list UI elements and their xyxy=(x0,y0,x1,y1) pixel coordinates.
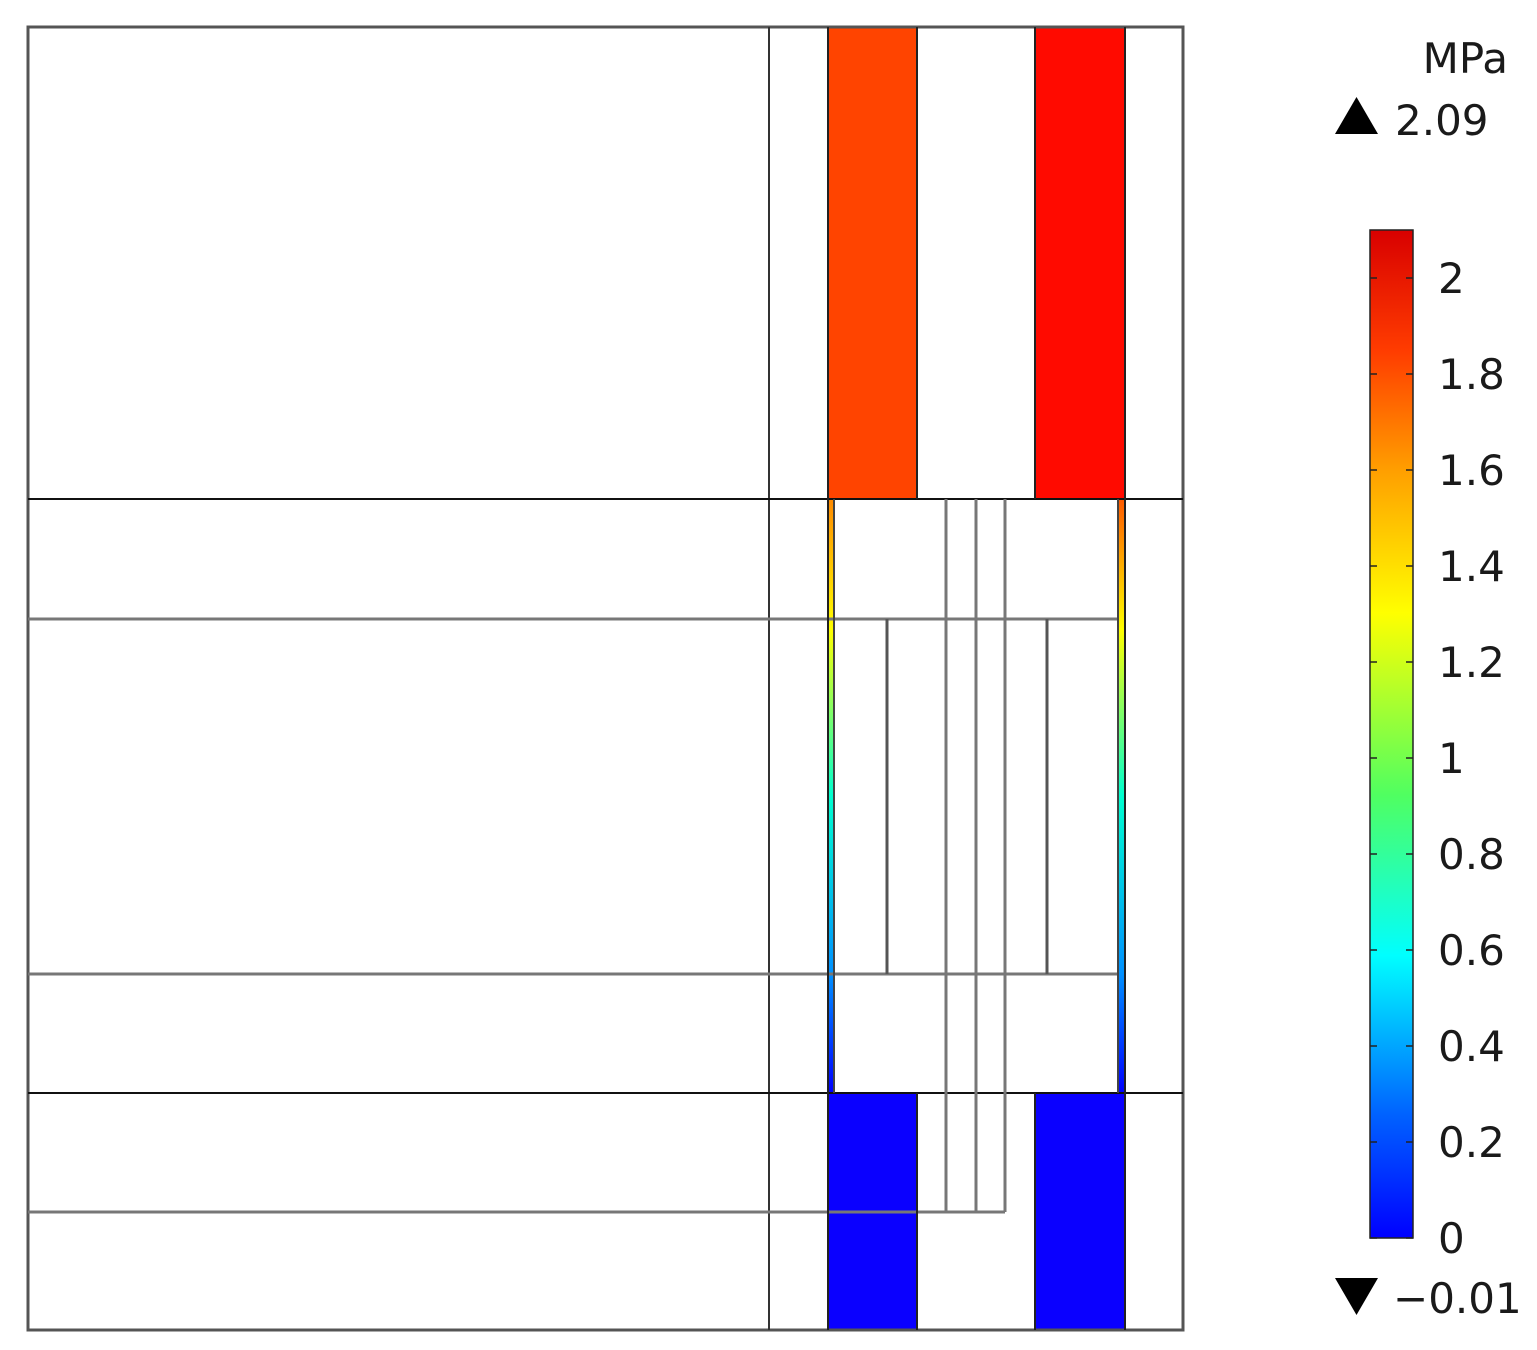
colorbar-tick-label: 0.6 xyxy=(1438,926,1505,975)
legend-max-label: 2.09 xyxy=(1395,96,1489,145)
colorbar-tick-label: 0.8 xyxy=(1438,830,1505,879)
legend-unit: MPa xyxy=(1423,34,1508,83)
colorbar-tick-label: 2 xyxy=(1438,254,1465,303)
color-legend: MPa 2.09 2 1.8 1.6 1.4 1.2 1 0.8 0.6 0.4 0.2 0 −0.… xyxy=(1335,34,1522,1323)
colorbar-tick-label: 0.4 xyxy=(1438,1022,1505,1071)
colorbar-tick-label: 1.6 xyxy=(1438,446,1505,495)
gradient-strip-right xyxy=(1118,499,1125,1093)
gradient-strip-left xyxy=(828,499,834,1093)
geometry-lines xyxy=(26,25,1185,1332)
colorbar-tick-label: 1 xyxy=(1438,734,1465,783)
region-top-right xyxy=(1035,27,1125,499)
region-bottom-right xyxy=(1035,1093,1125,1330)
colorbar-tick-label: 1.8 xyxy=(1438,350,1505,399)
legend-min-label: −0.01 xyxy=(1393,1274,1522,1323)
colorbar-ticks: 2 1.8 1.6 1.4 1.2 1 0.8 0.6 0.4 0.2 0 xyxy=(1370,254,1505,1263)
outer-boundary xyxy=(26,25,1185,1332)
colorbar-tick-label: 1.2 xyxy=(1438,638,1505,687)
stress-regions xyxy=(828,27,1125,1330)
region-top-left xyxy=(828,27,917,499)
colorbar-tick-label: 0.2 xyxy=(1438,1118,1505,1167)
colorbar xyxy=(1369,229,1414,1239)
colorbar-tick-label: 0 xyxy=(1438,1214,1465,1263)
triangle-up-icon xyxy=(1335,97,1378,134)
triangle-down-icon xyxy=(1335,1278,1378,1315)
colorbar-tick-label: 1.4 xyxy=(1438,542,1505,591)
